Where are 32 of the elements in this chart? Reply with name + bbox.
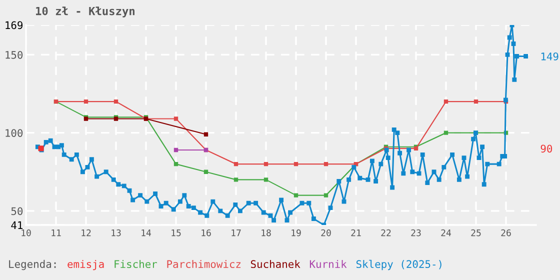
x-tick-label: 23 — [411, 229, 421, 236]
x-tick-label: 13 — [112, 229, 121, 236]
y-tick-label: 150 — [6, 50, 23, 59]
chart-title: 10 zł - Kłuszyn — [36, 6, 134, 18]
x-tick-label: 10 — [22, 229, 31, 236]
x-tick-label: 19 — [292, 229, 301, 236]
x-tick-label: 22 — [381, 229, 391, 236]
y-tick-label: 50 — [11, 207, 23, 216]
x-tick-label: 15 — [172, 229, 181, 236]
x-tick-label: 20 — [321, 229, 331, 236]
x-tick-label: 17 — [232, 229, 241, 236]
x-tick-label: 24 — [441, 229, 452, 236]
text: Sklepy (2025-) — [356, 260, 442, 270]
x-tick-label: 26 — [501, 229, 511, 236]
y2-tick-label: 90 — [540, 144, 552, 153]
y2-tick-label: 149 — [541, 52, 558, 60]
x-tick-label: 18 — [262, 229, 271, 236]
x-tick-label: 11 — [52, 229, 61, 236]
y-tick-label: 41 — [11, 221, 23, 229]
legend-title: Legenda: — [9, 260, 56, 270]
x-tick-label: 16 — [202, 229, 211, 236]
text: Parchimowicz — [167, 260, 241, 268]
x-tick-label: 21 — [351, 229, 361, 236]
x-tick-label: 14 — [142, 229, 152, 236]
text: emisja — [68, 260, 104, 270]
y-tick-label: 100 — [6, 129, 23, 137]
x-tick-label: 25 — [471, 229, 481, 236]
text: Fischer — [114, 260, 157, 268]
text: Kurnik — [310, 260, 347, 268]
y-tick-label: 169 — [6, 21, 23, 30]
text: Suchanek — [250, 260, 300, 268]
x-tick-label: 12 — [82, 229, 91, 236]
